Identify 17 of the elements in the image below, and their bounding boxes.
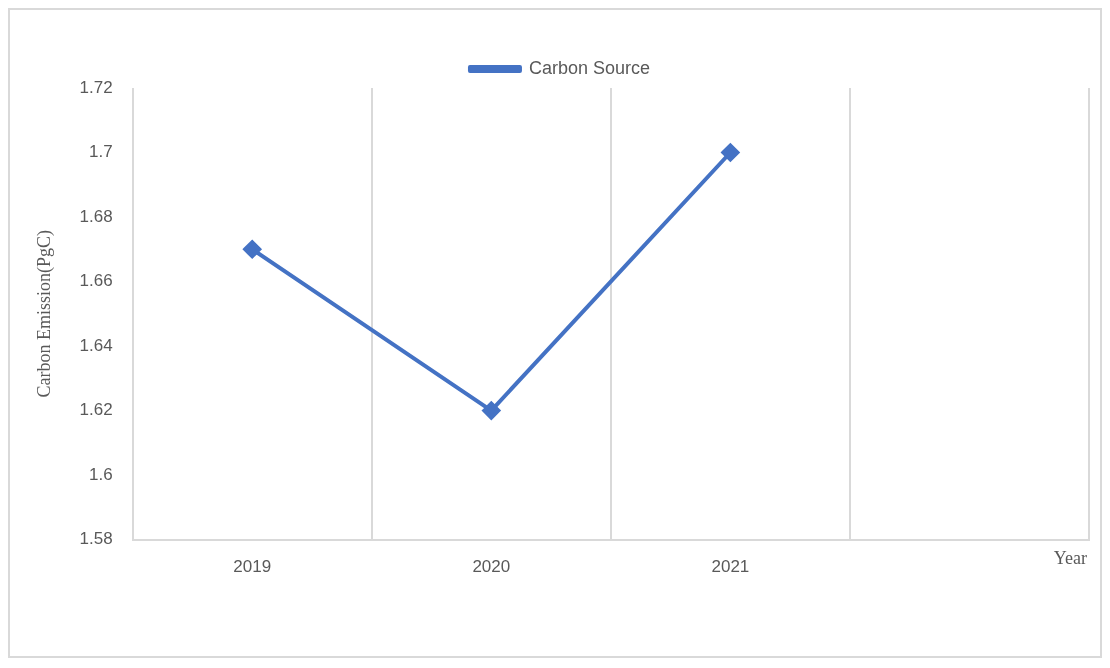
y-tick-label: 1.7: [89, 142, 113, 162]
legend-label: Carbon Source: [528, 57, 651, 78]
point: [243, 240, 262, 259]
y-tick-label: 1.6: [89, 464, 113, 484]
y-tick-label: 1.62: [79, 400, 113, 420]
point: [482, 401, 501, 420]
y-tick-label: 1.68: [79, 206, 113, 226]
y-tick-label: 1.66: [79, 271, 113, 291]
y-tick-label: 1.72: [79, 77, 113, 97]
x-tick-label: 2021: [711, 557, 750, 577]
point: [721, 143, 740, 162]
y-axis-title: Carbon Emission(PgC): [33, 230, 55, 398]
x-tick-label: 2019: [233, 557, 272, 577]
x-tick-label: 2020: [472, 557, 511, 577]
y-tick-label: 1.64: [79, 335, 113, 355]
x-axis-title: Year: [1053, 548, 1087, 569]
y-tick-label: 1.58: [79, 529, 113, 549]
